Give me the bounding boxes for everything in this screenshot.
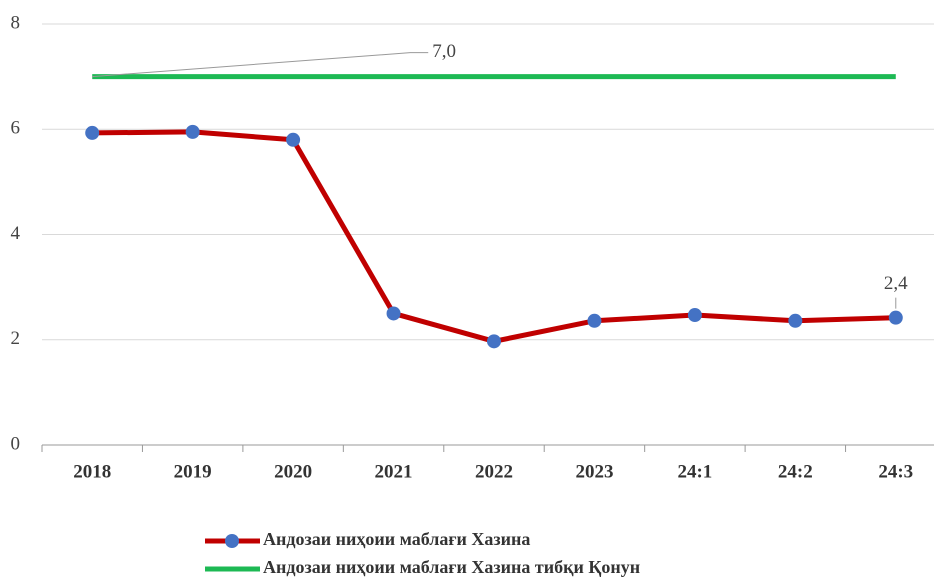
marker: [386, 306, 401, 321]
marker: [286, 132, 301, 147]
data-label: 7,0: [432, 41, 456, 62]
marker: [487, 334, 501, 349]
x-tick-label: 2021: [375, 461, 413, 482]
data-label: 2,4: [884, 273, 908, 294]
marker: [888, 310, 903, 325]
y-tick-label: 8: [11, 12, 21, 33]
series-line: [92, 129, 896, 344]
y-tick-label: 6: [11, 118, 21, 139]
leader-line: [92, 52, 429, 78]
x-tick-label: 24:2: [778, 461, 813, 482]
marker: [788, 313, 803, 328]
x-tick-label: 24:1: [677, 461, 712, 482]
x-tick-label: 2020: [274, 461, 312, 482]
marker: [587, 313, 602, 328]
marker: [85, 125, 100, 140]
x-tick-label: 2022: [475, 461, 513, 482]
marker: [687, 308, 702, 323]
x-tick-label: 2019: [174, 461, 212, 482]
legend-label: Андозаи ниҳоии маблағи Хазина тибқи Қону…: [263, 557, 640, 577]
x-tick-label: 24:3: [878, 461, 913, 482]
x-tick-label: 2023: [575, 461, 613, 482]
legend-marker: [225, 534, 239, 548]
y-tick-label: 0: [11, 433, 21, 454]
x-tick-label: 2018: [73, 461, 111, 482]
legend-label: Андозаи ниҳоии маблағи Хазина: [263, 529, 530, 549]
y-tick-label: 2: [11, 328, 21, 349]
y-tick-label: 4: [11, 223, 21, 244]
marker: [185, 124, 200, 139]
